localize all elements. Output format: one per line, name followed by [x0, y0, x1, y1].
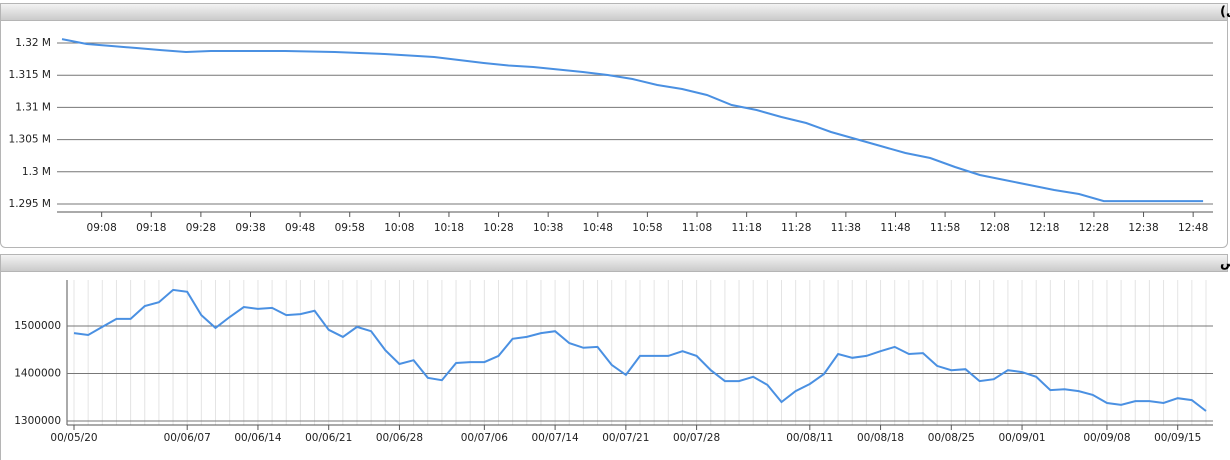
y-tick-label: 1.295 M	[9, 198, 51, 210]
chart-title: نمودار شاخص	[1220, 256, 1230, 271]
x-tick-label: 09:28	[186, 222, 216, 234]
x-tick-label: 09:48	[285, 222, 315, 234]
y-tick-label: 1300000	[14, 415, 61, 427]
x-tick-label: 00/09/01	[998, 432, 1045, 444]
x-tick-label: 00/09/08	[1083, 432, 1130, 444]
x-tick-label: 10:58	[632, 222, 662, 234]
x-tick-label: 12:28	[1079, 222, 1109, 234]
x-tick-label: 00/08/18	[857, 432, 904, 444]
x-tick-label: 09:58	[335, 222, 365, 234]
panel-frame	[0, 3, 1228, 248]
x-tick-label: 11:08	[682, 222, 712, 234]
y-tick-label: 1400000	[14, 367, 61, 379]
y-tick-label: 1.31 M	[15, 101, 51, 113]
chart-title: شاخص کل (آخرین روز معاملاتی)	[1220, 3, 1230, 20]
x-tick-label: 00/05/20	[50, 432, 97, 444]
x-tick-label: 00/08/25	[928, 432, 975, 444]
x-tick-label: 10:08	[384, 222, 414, 234]
x-tick-label: 11:38	[831, 222, 861, 234]
x-tick-label: 00/06/21	[305, 432, 352, 444]
x-tick-label: 12:18	[1029, 222, 1059, 234]
x-tick-label: 00/08/11	[786, 432, 833, 444]
x-tick-label: 11:58	[930, 222, 960, 234]
panel-header	[0, 3, 1228, 21]
x-tick-label: 00/07/14	[532, 432, 579, 444]
x-tick-label: 10:18	[434, 222, 464, 234]
x-tick-label: 00/07/06	[461, 432, 508, 444]
x-tick-label: 00/06/28	[376, 432, 423, 444]
x-tick-label: 10:28	[483, 222, 513, 234]
data-line	[61, 38, 1204, 203]
y-tick-label: 1500000	[14, 320, 61, 332]
x-tick-label: 10:38	[533, 222, 563, 234]
x-tick-label: 00/07/21	[602, 432, 649, 444]
x-tick-label: 12:08	[980, 222, 1010, 234]
x-tick-label: 00/09/15	[1154, 432, 1201, 444]
x-tick-label: 09:38	[235, 222, 265, 234]
y-tick-label: 1.32 M	[15, 37, 51, 49]
y-tick-label: 1.305 M	[9, 134, 51, 146]
data-line	[73, 288, 1207, 412]
x-tick-label: 12:48	[1178, 222, 1208, 234]
y-tick-label: 1.315 M	[9, 69, 51, 81]
x-tick-label: 12:38	[1128, 222, 1158, 234]
x-tick-label: 00/06/14	[234, 432, 281, 444]
x-tick-label: 11:18	[731, 222, 761, 234]
y-tick-label: 1.3 M	[22, 166, 51, 178]
x-tick-label: 11:48	[880, 222, 910, 234]
panel-header	[0, 254, 1228, 272]
x-tick-label: 10:48	[583, 222, 613, 234]
x-tick-label: 11:28	[781, 222, 811, 234]
x-tick-label: 00/06/07	[164, 432, 211, 444]
x-tick-label: 00/07/28	[673, 432, 720, 444]
x-tick-label: 09:18	[136, 222, 166, 234]
x-tick-label: 09:08	[87, 222, 117, 234]
